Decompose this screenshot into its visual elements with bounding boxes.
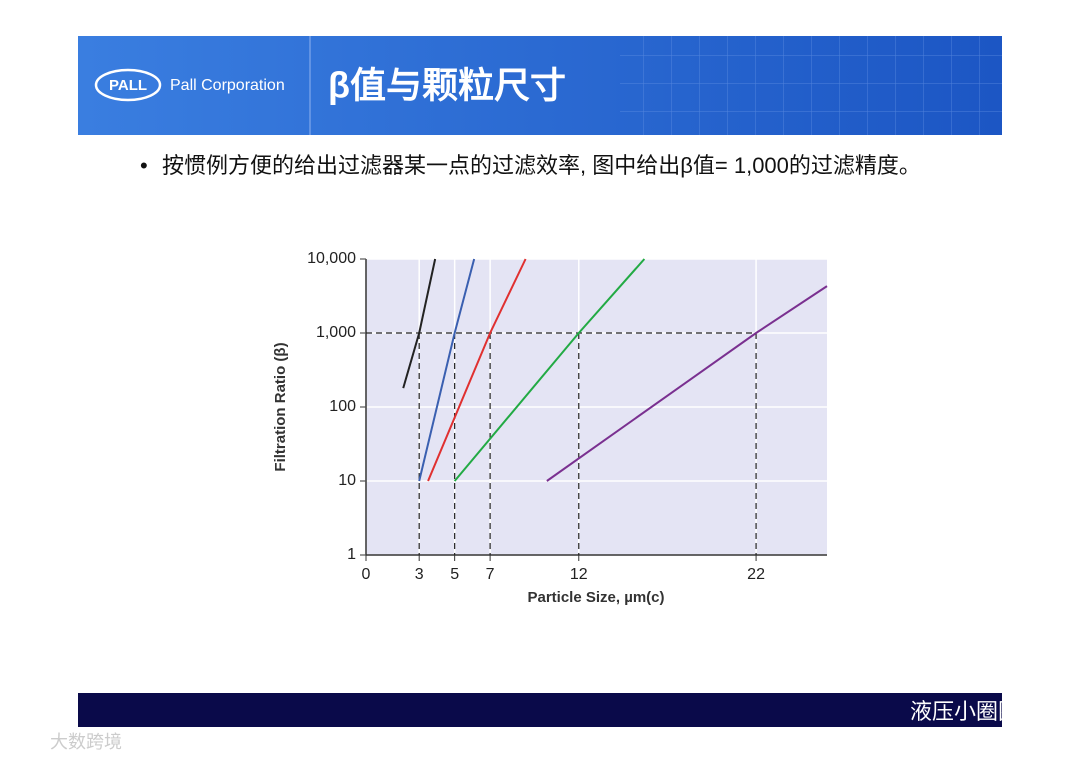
y-tick-label: 1 — [347, 546, 356, 563]
series-line — [427, 258, 527, 482]
slide-title: β值与颗粒尺寸 — [328, 65, 566, 106]
y-tick-label: 10 — [338, 472, 356, 489]
header-grid — [620, 36, 1002, 135]
x-tick-label: 12 — [570, 566, 588, 583]
bullet-text: 按惯例方便的给出过滤器某一点的过滤效率, 图中给出β值= 1,000的过滤精度。 — [140, 150, 982, 181]
y-tick-label: 1,000 — [316, 324, 356, 341]
series-line — [453, 258, 646, 482]
company: Pall Corporation — [170, 77, 285, 94]
x-tick-label: 0 — [362, 566, 371, 583]
x-tick-label: 3 — [415, 566, 424, 583]
logo-oval — [94, 68, 162, 102]
x-tick-label: 5 — [450, 566, 459, 583]
series-line — [546, 285, 828, 482]
watermark: 液压小圈圈 — [910, 699, 1020, 724]
y-tick-label: 100 — [329, 398, 356, 415]
y-tick-label: 10,000 — [307, 250, 356, 267]
x-axis-title: Particle Size, µm(c) — [527, 589, 664, 606]
series-line — [418, 258, 476, 482]
footer-band — [78, 693, 1002, 727]
logo: PALL — [109, 77, 147, 94]
x-tick-label: 7 — [486, 566, 495, 583]
watermark: 大数跨境 — [50, 732, 122, 752]
x-tick-label: 22 — [747, 566, 765, 583]
y-axis-title: Filtration Ratio (β) — [272, 342, 289, 471]
chart: Filtration Ratio (β) Particle Size, µm(c… — [272, 250, 828, 606]
series-line — [402, 258, 437, 389]
